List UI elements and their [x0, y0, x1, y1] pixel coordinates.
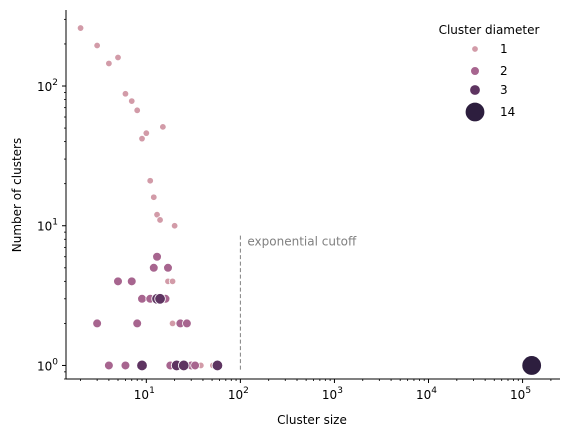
data-point: [156, 216, 164, 224]
legend-marker: [469, 84, 481, 96]
data-point: [150, 193, 158, 201]
legend-marker: [470, 66, 480, 76]
data-point: [136, 359, 148, 372]
data-point: [168, 277, 177, 286]
axes: [65, 10, 560, 380]
tick-label: 103: [322, 386, 343, 402]
cutoff-label: exponential cutoff: [247, 235, 357, 249]
data-point: [120, 360, 131, 371]
tick-label: 104: [416, 386, 437, 402]
legend-label: 1: [500, 42, 508, 56]
x-ticks: 101 102 103 104 105: [80, 379, 552, 402]
y-axis-title: Number of clusters: [10, 138, 24, 252]
data-point: [182, 318, 192, 329]
data-point: [133, 106, 141, 115]
legend-marker: [464, 101, 486, 123]
legend-label: 2: [500, 64, 508, 78]
data-points: [76, 24, 542, 376]
tick-label: 102: [37, 78, 58, 94]
data-point: [137, 293, 147, 304]
data-point: [148, 262, 159, 273]
data-point: [138, 134, 146, 143]
legend-label: 3: [500, 83, 508, 97]
exponential-cutoff-annotation: exponential cutoff: [239, 235, 357, 370]
data-point: [121, 90, 130, 98]
tick-label: 101: [134, 386, 155, 402]
legend: Cluster diameter 1 2 3 14: [439, 23, 540, 123]
data-point: [152, 251, 162, 262]
legend-marker: [471, 45, 479, 53]
data-point: [168, 319, 177, 328]
legend-title: Cluster diameter: [439, 23, 540, 37]
data-point: [190, 360, 200, 371]
data-point: [104, 360, 114, 371]
data-point: [132, 318, 143, 329]
data-point: [211, 359, 224, 372]
data-point: [178, 359, 190, 372]
data-point: [163, 262, 173, 273]
tick-label: 102: [228, 386, 249, 402]
legend-entries: 1 2 3 14: [464, 42, 515, 123]
data-point: [114, 53, 122, 62]
data-point: [146, 177, 154, 185]
tick-label: 100: [37, 357, 58, 373]
data-point: [142, 129, 151, 137]
data-point: [170, 222, 179, 230]
data-point: [126, 276, 137, 287]
data-point: [159, 123, 167, 131]
data-point: [105, 59, 113, 68]
data-point: [128, 97, 136, 105]
data-point: [93, 41, 101, 50]
x-axis-title: Cluster size: [277, 413, 347, 427]
tick-label: 101: [37, 218, 58, 234]
data-point: [92, 318, 102, 329]
legend-label: 14: [500, 105, 515, 119]
data-point: [76, 24, 85, 32]
data-point: [521, 355, 542, 376]
data-point: [154, 293, 166, 305]
data-point: [113, 276, 123, 287]
y-ticks: 100 101 102: [37, 18, 66, 380]
tick-label: 105: [510, 386, 531, 402]
